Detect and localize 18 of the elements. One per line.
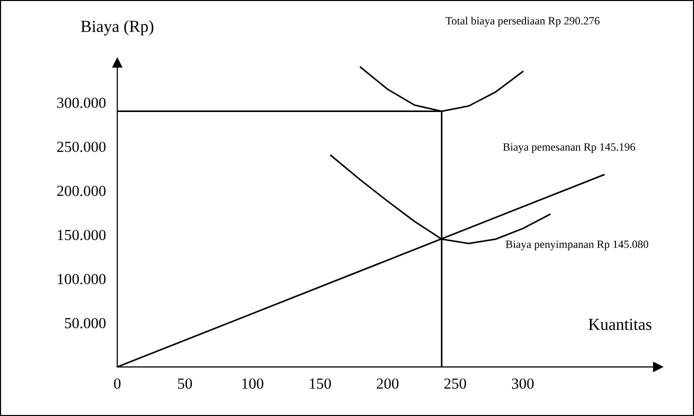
y-tick-label: 100.000 (58, 274, 106, 284)
x-axis-title: Kuantitas (588, 318, 652, 330)
x-tick-label: 0 (114, 378, 121, 389)
text: Total biaya persediaan Rp 290.276 (446, 16, 600, 27)
y-tick-label: 150.000 (58, 230, 106, 240)
x-tick-label: 200 (376, 378, 398, 389)
x-tick-label: 300 (512, 378, 534, 389)
x-tick-label: 250 (444, 378, 466, 389)
x-tick-label: 150 (310, 378, 331, 389)
y-tick-label: 50.000 (65, 318, 106, 328)
y-tick-label: 250.000 (57, 142, 106, 152)
y-axis-title: Biaya (Rp) (80, 20, 154, 36)
annotation: Biaya penyimpanan Rp 145.080 (506, 240, 648, 250)
y-tick-label: 300.000 (57, 98, 106, 108)
x-tick-label: 100 (242, 378, 264, 389)
annotation: Biaya pemesanan Rp 145.196 (503, 143, 636, 153)
x-tick-label: 50 (178, 378, 192, 389)
y-tick-label: 200.000 (57, 186, 106, 196)
